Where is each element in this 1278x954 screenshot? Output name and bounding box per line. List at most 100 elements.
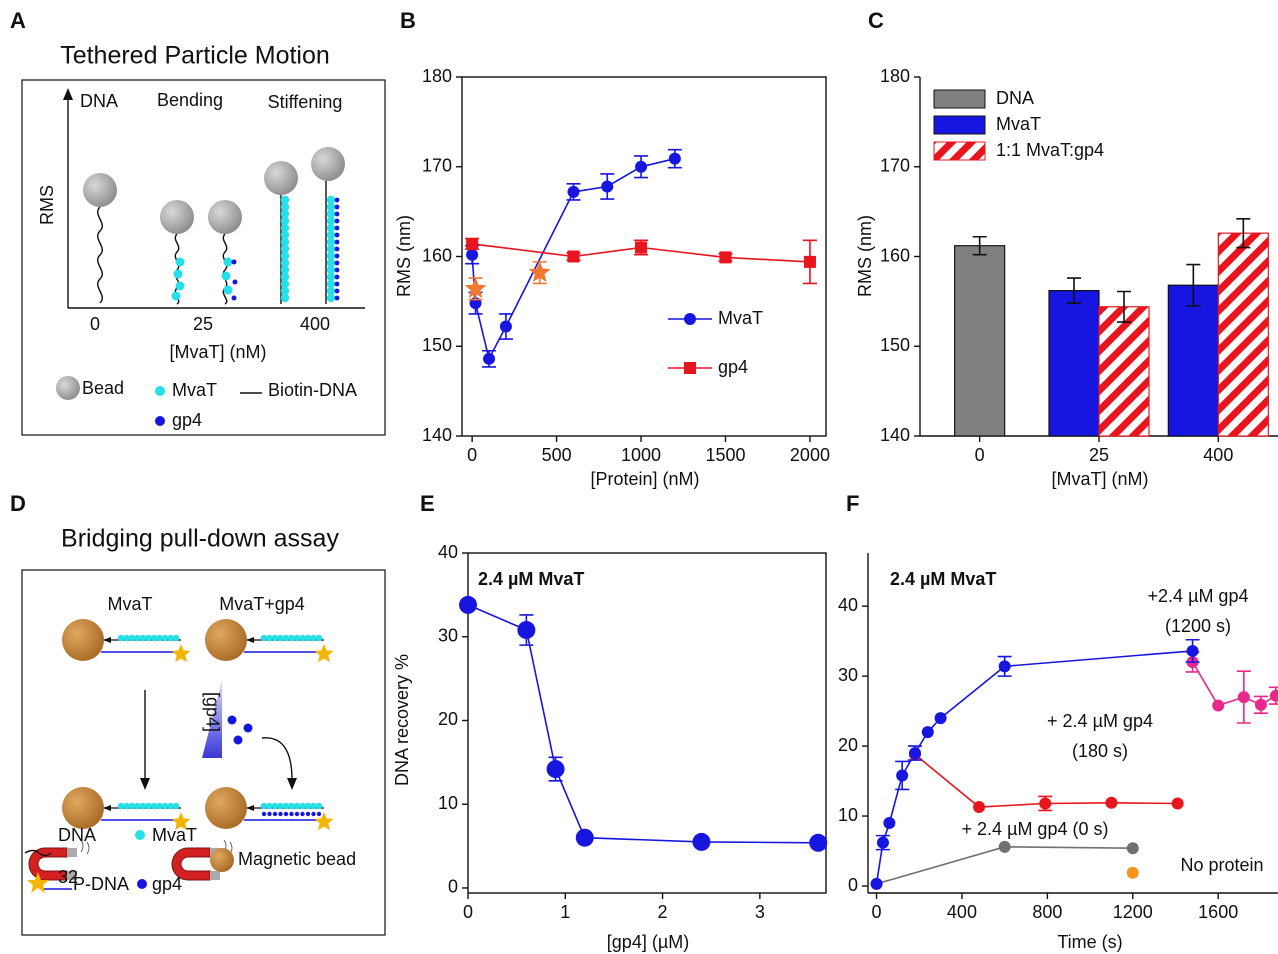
dna bbox=[222, 233, 228, 305]
x-label: [MvaT] (nM) bbox=[170, 342, 267, 362]
mvat bbox=[280, 265, 290, 275]
y-tick-label: 10 bbox=[438, 793, 458, 813]
mvat bbox=[326, 272, 336, 282]
gp4 bbox=[334, 253, 340, 259]
marker bbox=[896, 769, 909, 782]
mvat bbox=[326, 230, 336, 240]
bar bbox=[954, 245, 1006, 437]
gp4 bbox=[294, 811, 300, 817]
dna bbox=[97, 206, 103, 304]
legend-label: MvaT bbox=[152, 825, 197, 845]
marker bbox=[1212, 699, 1225, 712]
x-tick-label: 2000 bbox=[790, 445, 830, 465]
panel-letter: B bbox=[400, 8, 416, 33]
mvat bbox=[304, 802, 312, 810]
x-tick-label: 25 bbox=[193, 314, 213, 334]
diagram-d: D Bridging pull-down assay MvaT MvaT+gp4… bbox=[10, 491, 386, 936]
legend-label: Magnetic bead bbox=[238, 849, 356, 869]
mvat bbox=[271, 634, 279, 642]
series-line bbox=[467, 604, 819, 844]
x-tick-label: 1200 bbox=[1113, 902, 1153, 922]
mvat bbox=[280, 251, 290, 261]
mvat bbox=[123, 802, 130, 810]
mvat bbox=[171, 291, 181, 301]
gp4 bbox=[334, 267, 340, 273]
mvat bbox=[280, 202, 290, 212]
mvat bbox=[293, 634, 301, 642]
legend-label: Biotin-DNA bbox=[268, 380, 357, 400]
magnet bbox=[171, 847, 211, 881]
gp4 bbox=[289, 811, 294, 817]
y-label: DNA recovery % bbox=[392, 654, 412, 786]
panel-letter: F bbox=[846, 491, 859, 516]
diagram-a: A Tethered Particle Motion DNA Bending S… bbox=[10, 8, 386, 436]
x-tick-label: 400 bbox=[300, 314, 330, 334]
error-bar bbox=[972, 235, 987, 256]
magnet-tip bbox=[67, 871, 77, 880]
marker bbox=[635, 160, 648, 173]
mvat bbox=[139, 634, 147, 642]
marker bbox=[1171, 797, 1184, 810]
diagram-title: Tethered Particle Motion bbox=[60, 42, 330, 70]
bead bbox=[264, 161, 298, 195]
mvat bbox=[326, 265, 336, 275]
gp4 bbox=[261, 811, 267, 817]
probe-star bbox=[314, 644, 334, 663]
mvat bbox=[117, 634, 125, 642]
arrow-head bbox=[63, 88, 73, 100]
marker bbox=[635, 241, 648, 254]
mvat bbox=[282, 802, 290, 810]
y-tick-label: 0 bbox=[848, 875, 858, 895]
mvat bbox=[282, 634, 290, 642]
marker bbox=[803, 255, 816, 268]
marker bbox=[466, 248, 479, 261]
marker bbox=[921, 726, 934, 739]
bead bbox=[311, 147, 345, 181]
legend-marker bbox=[684, 362, 696, 374]
marker bbox=[1105, 796, 1118, 809]
legend-gp4 bbox=[155, 416, 165, 426]
legend-marker bbox=[684, 313, 696, 325]
mvat bbox=[173, 269, 183, 279]
magnet-tip bbox=[67, 848, 77, 857]
legend-dna bbox=[24, 849, 52, 857]
marker bbox=[483, 352, 496, 365]
mvat bbox=[134, 634, 141, 642]
marker bbox=[1039, 797, 1052, 810]
annotation: 2.4 µM MvaT bbox=[478, 569, 584, 589]
gp4 bbox=[231, 295, 237, 301]
marker bbox=[883, 817, 896, 830]
mvat bbox=[299, 802, 306, 810]
y-label: RMS bbox=[37, 185, 57, 225]
legend-star bbox=[27, 872, 49, 893]
mvat bbox=[280, 209, 290, 219]
mvat bbox=[280, 195, 290, 205]
y-tick-label: 170 bbox=[422, 156, 452, 176]
mvat bbox=[260, 802, 268, 810]
mvat bbox=[223, 285, 233, 295]
annotation: +2.4 µM gp4 bbox=[1148, 586, 1249, 606]
magnetic-bead bbox=[205, 787, 247, 829]
legend-label: MvaT bbox=[996, 114, 1041, 134]
marker bbox=[567, 185, 580, 198]
x-tick-label: 0 bbox=[467, 445, 477, 465]
gp4 bbox=[334, 239, 340, 245]
mvat bbox=[310, 634, 317, 642]
y-label: RMS (nm) bbox=[855, 215, 875, 297]
bar bbox=[1217, 232, 1269, 437]
y-tick-label: 140 bbox=[422, 425, 452, 445]
annotation: No protein bbox=[1180, 855, 1263, 875]
mvat bbox=[280, 216, 290, 226]
gp4 bbox=[334, 295, 340, 301]
legend-bead bbox=[56, 376, 80, 400]
marker bbox=[809, 833, 828, 852]
bar bbox=[1098, 306, 1150, 437]
mvat bbox=[299, 634, 306, 642]
legend-mvat bbox=[135, 830, 145, 840]
mvat bbox=[123, 634, 130, 642]
mvat bbox=[128, 802, 136, 810]
mvat bbox=[260, 634, 268, 642]
annotation: (180 s) bbox=[1072, 741, 1128, 761]
y-tick-label: 10 bbox=[838, 805, 858, 825]
